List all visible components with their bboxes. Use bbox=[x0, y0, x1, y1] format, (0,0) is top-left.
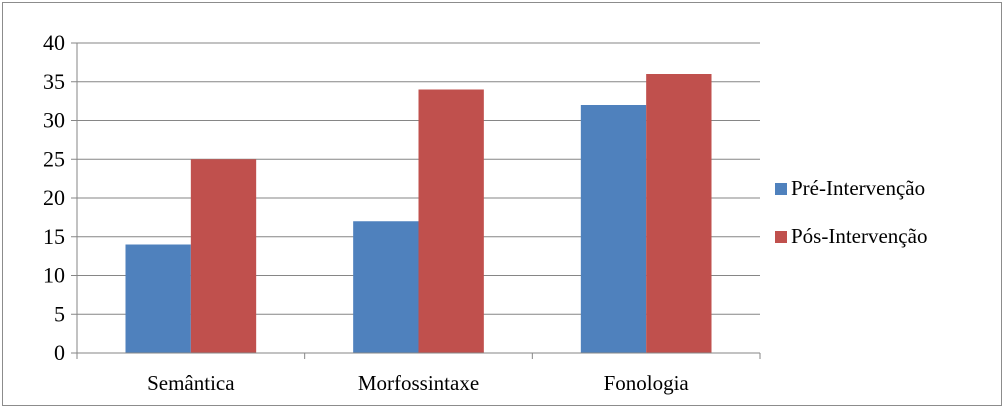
axes: 0 5 10 15 20 25 30 35 40 Semântica Morfossintaxe Fo… bbox=[43, 30, 761, 395]
x-category-label: Semântica bbox=[147, 371, 235, 395]
y-tick-label: 5 bbox=[54, 301, 65, 326]
y-tick-label: 15 bbox=[43, 224, 65, 249]
bars bbox=[125, 74, 712, 353]
y-tick-label: 20 bbox=[43, 185, 65, 210]
y-tick-label: 25 bbox=[43, 146, 65, 171]
legend-swatch bbox=[775, 183, 787, 195]
bar-pre-0 bbox=[125, 244, 191, 353]
y-tick-label: 10 bbox=[43, 263, 65, 288]
y-tick-label: 30 bbox=[43, 108, 65, 133]
bar-pos-1 bbox=[418, 89, 484, 353]
legend-label: Pós-Intervenção bbox=[791, 224, 927, 248]
bar-pre-1 bbox=[353, 221, 419, 353]
x-category-label: Morfossintaxe bbox=[358, 371, 479, 395]
y-tick-label: 40 bbox=[43, 30, 65, 55]
bar-pre-2 bbox=[580, 105, 647, 353]
legend-swatch bbox=[775, 231, 787, 243]
y-tick-label: 0 bbox=[54, 340, 65, 365]
legend-label: Pré-Intervenção bbox=[791, 176, 925, 200]
bar-pos-0 bbox=[190, 159, 257, 353]
legend: Pré-Intervenção Pós-Intervenção bbox=[775, 176, 927, 248]
bar-pos-2 bbox=[646, 74, 712, 353]
y-tick-label: 35 bbox=[43, 69, 65, 94]
x-category-label: Fonologia bbox=[604, 371, 690, 395]
